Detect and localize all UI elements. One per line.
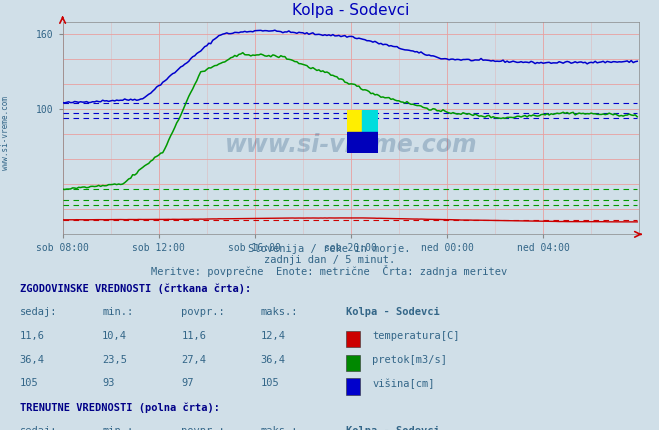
Text: 11,6: 11,6	[20, 331, 45, 341]
Text: 11,6: 11,6	[181, 331, 206, 341]
Text: ZGODOVINSKE VREDNOSTI (črtkana črta):: ZGODOVINSKE VREDNOSTI (črtkana črta):	[20, 284, 251, 294]
Text: min.:: min.:	[102, 426, 133, 430]
Text: Kolpa - Sodevci: Kolpa - Sodevci	[346, 426, 440, 430]
Text: www.si-vreme.com: www.si-vreme.com	[225, 133, 477, 157]
Bar	[347, 111, 362, 132]
Text: povpr.:: povpr.:	[181, 426, 225, 430]
Text: 12,4: 12,4	[260, 331, 285, 341]
Text: višina[cm]: višina[cm]	[372, 378, 435, 389]
Bar	[347, 132, 378, 154]
Bar	[362, 111, 378, 132]
Text: min.:: min.:	[102, 307, 133, 317]
Text: Slovenija / reke in morje.: Slovenija / reke in morje.	[248, 243, 411, 254]
Text: sedaj:: sedaj:	[20, 426, 57, 430]
Text: 105: 105	[260, 378, 279, 388]
Text: temperatura[C]: temperatura[C]	[372, 331, 460, 341]
Text: sedaj:: sedaj:	[20, 307, 57, 317]
Text: Meritve: povprečne  Enote: metrične  Črta: zadnja meritev: Meritve: povprečne Enote: metrične Črta:…	[152, 265, 507, 277]
Title: Kolpa - Sodevci: Kolpa - Sodevci	[292, 3, 410, 18]
Text: 93: 93	[102, 378, 115, 388]
Text: maks.:: maks.:	[260, 307, 298, 317]
Text: 10,4: 10,4	[102, 331, 127, 341]
Text: Kolpa - Sodevci: Kolpa - Sodevci	[346, 307, 440, 317]
Text: 27,4: 27,4	[181, 355, 206, 365]
Text: povpr.:: povpr.:	[181, 307, 225, 317]
Text: 105: 105	[20, 378, 38, 388]
Text: 23,5: 23,5	[102, 355, 127, 365]
Text: 36,4: 36,4	[20, 355, 45, 365]
Text: 36,4: 36,4	[260, 355, 285, 365]
Text: 97: 97	[181, 378, 194, 388]
Text: maks.:: maks.:	[260, 426, 298, 430]
Text: TRENUTNE VREDNOSTI (polna črta):: TRENUTNE VREDNOSTI (polna črta):	[20, 402, 219, 412]
Text: www.si-vreme.com: www.si-vreme.com	[1, 96, 10, 170]
Text: pretok[m3/s]: pretok[m3/s]	[372, 355, 447, 365]
Text: zadnji dan / 5 minut.: zadnji dan / 5 minut.	[264, 255, 395, 265]
